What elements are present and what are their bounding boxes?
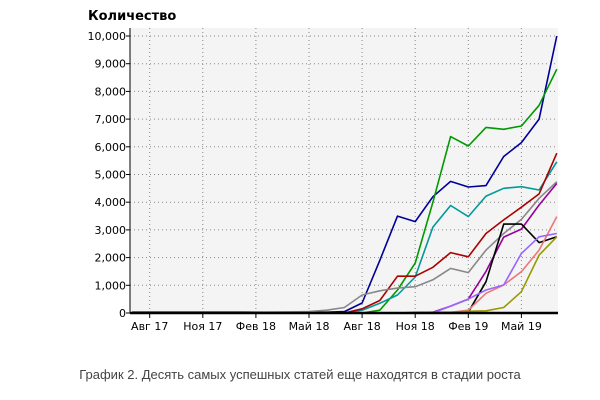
plot-area [130,28,558,313]
y-tick-label: 0 [119,307,126,320]
x-tick-label: Ноя 18 [396,320,435,333]
x-tick-label: Авг 17 [131,320,168,333]
y-tick-label: 1,000 [95,279,127,292]
figure-caption: График 2. Десять самых успешных статей е… [79,367,521,382]
x-tick-label: Ноя 17 [183,320,222,333]
y-tick-label: 5,000 [95,169,127,182]
y-tick-label: 3,000 [95,224,127,237]
x-tick-label: Авг 18 [343,320,380,333]
y-tick-label: 9,000 [95,58,127,71]
y-tick-label: 7,000 [95,113,127,126]
x-tick-label: Фев 19 [448,320,488,333]
y-tick-label: 10,000 [88,30,127,43]
y-tick-label: 2,000 [95,252,127,265]
y-tick-label: 8,000 [95,85,127,98]
y-tick-label: 6,000 [95,141,127,154]
y-axis-label: Количество [88,9,177,24]
x-tick-label: Фев 18 [236,320,276,333]
x-tick-label: Май 18 [289,320,330,333]
y-tick-label: 4,000 [95,196,127,209]
x-tick-label: Май 19 [501,320,542,333]
